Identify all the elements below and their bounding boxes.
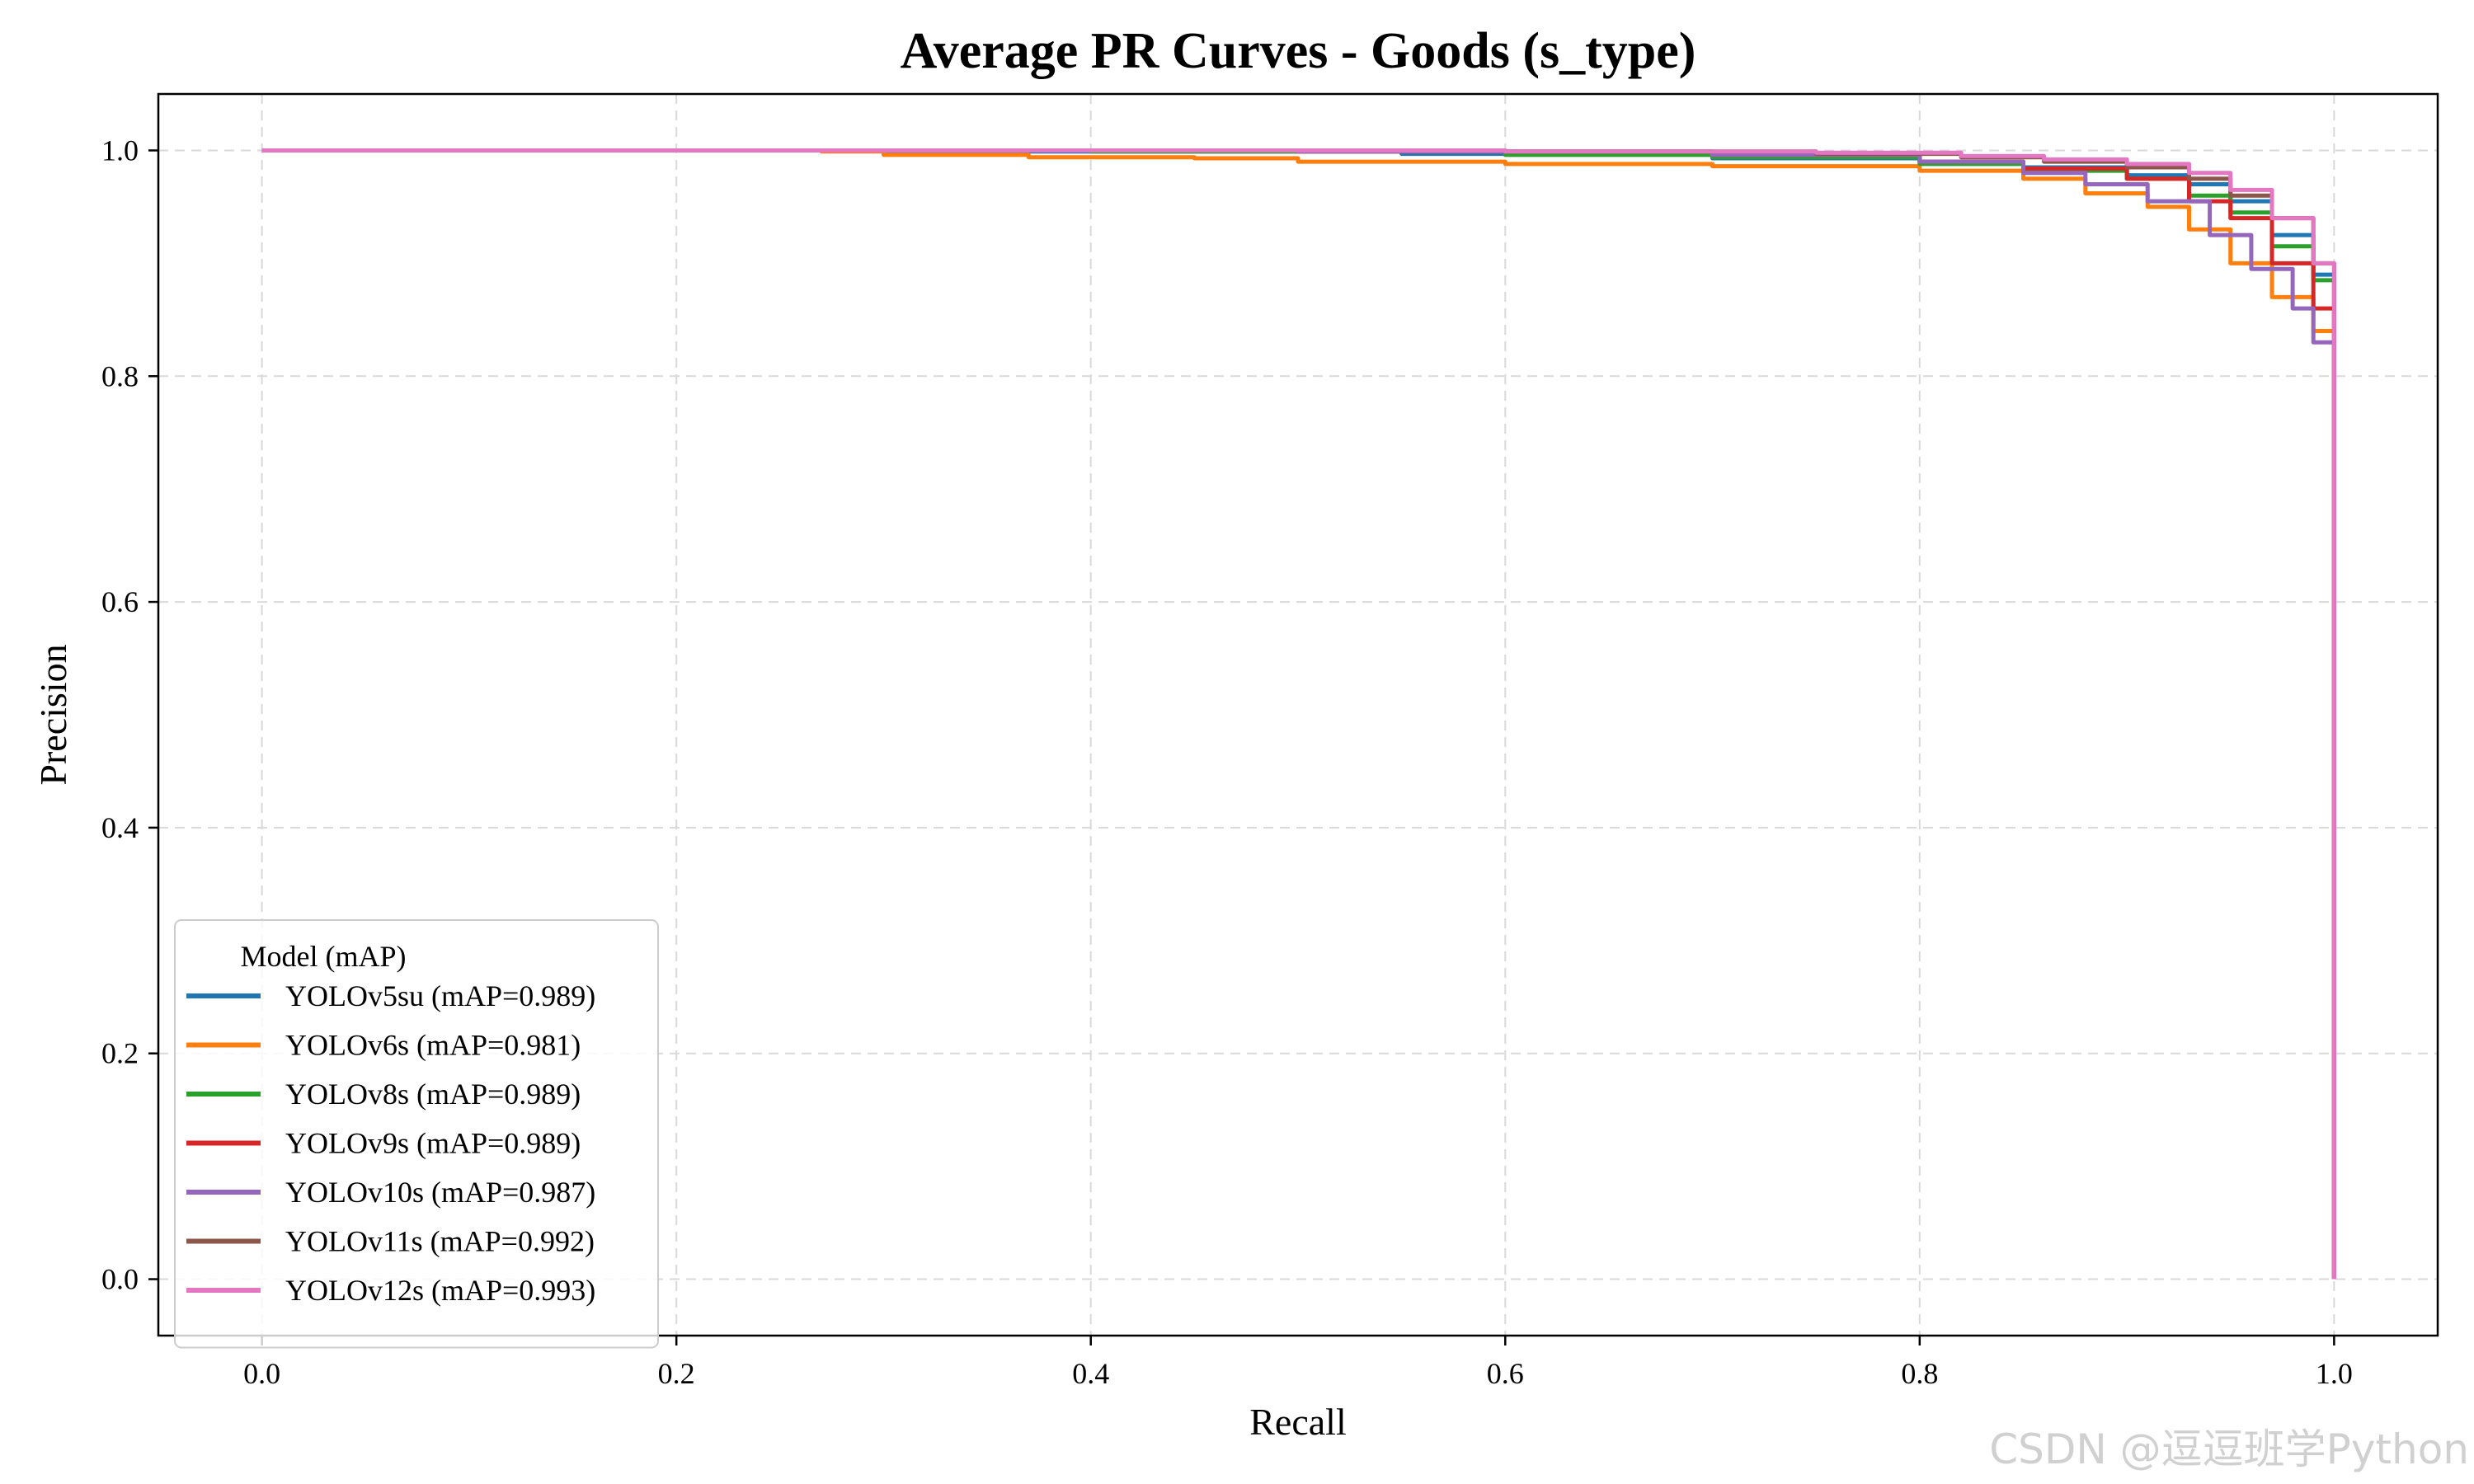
series-layer — [261, 148, 2336, 1280]
y-tick-label: 0.2 — [101, 1037, 139, 1070]
x-tick-label: 0.6 — [1487, 1357, 1524, 1390]
legend-box — [174, 919, 659, 1349]
legend-label: YOLOv10s (mAP=0.987) — [285, 1176, 595, 1209]
legend-label: YOLOv5su (mAP=0.989) — [285, 979, 595, 1012]
y-tick-label: 0.4 — [101, 811, 139, 844]
watermark: CSDN @逗逗班学Python — [1989, 1425, 2469, 1473]
y-tick-label: 0.6 — [101, 585, 139, 618]
x-tick-label: 0.8 — [1901, 1357, 1938, 1390]
axis-ticks: 0.0 0.2 0.4 0.6 0.8 1.0 0.0 0.2 0.4 0.6 0.8 1.0 — [101, 134, 2353, 1390]
chart-title: Average PR Curves - Goods (s_type) — [901, 23, 1696, 79]
legend-label: YOLOv12s (mAP=0.993) — [285, 1274, 595, 1307]
y-tick-label: 0.0 — [101, 1263, 139, 1296]
pr-curve-line — [261, 148, 2336, 1280]
x-axis-label: Recall — [1249, 1401, 1347, 1443]
legend-title: Model (mAP) — [241, 940, 407, 973]
pr-curve-line — [261, 148, 2336, 1280]
y-axis-label: Precision — [32, 644, 74, 785]
plot-area-frame — [157, 92, 2439, 1337]
x-tick-label: 0.2 — [658, 1357, 695, 1390]
legend-label: YOLOv9s (mAP=0.989) — [285, 1127, 581, 1160]
pr-curve-line — [261, 148, 2336, 1280]
x-tick-label: 0.0 — [243, 1357, 280, 1390]
legend-label: YOLOv6s (mAP=0.981) — [285, 1029, 581, 1062]
legend: Model (mAP) YOLOv5su (mAP=0.989) YOLOv6s (… — [174, 919, 659, 1349]
legend-label: YOLOv11s (mAP=0.992) — [285, 1225, 595, 1258]
legend-label: YOLOv8s (mAP=0.989) — [285, 1078, 581, 1111]
y-tick-label: 0.8 — [101, 359, 139, 392]
x-tick-label: 0.4 — [1072, 1357, 1109, 1390]
x-tick-label: 1.0 — [2316, 1357, 2353, 1390]
y-tick-label: 1.0 — [101, 134, 139, 167]
